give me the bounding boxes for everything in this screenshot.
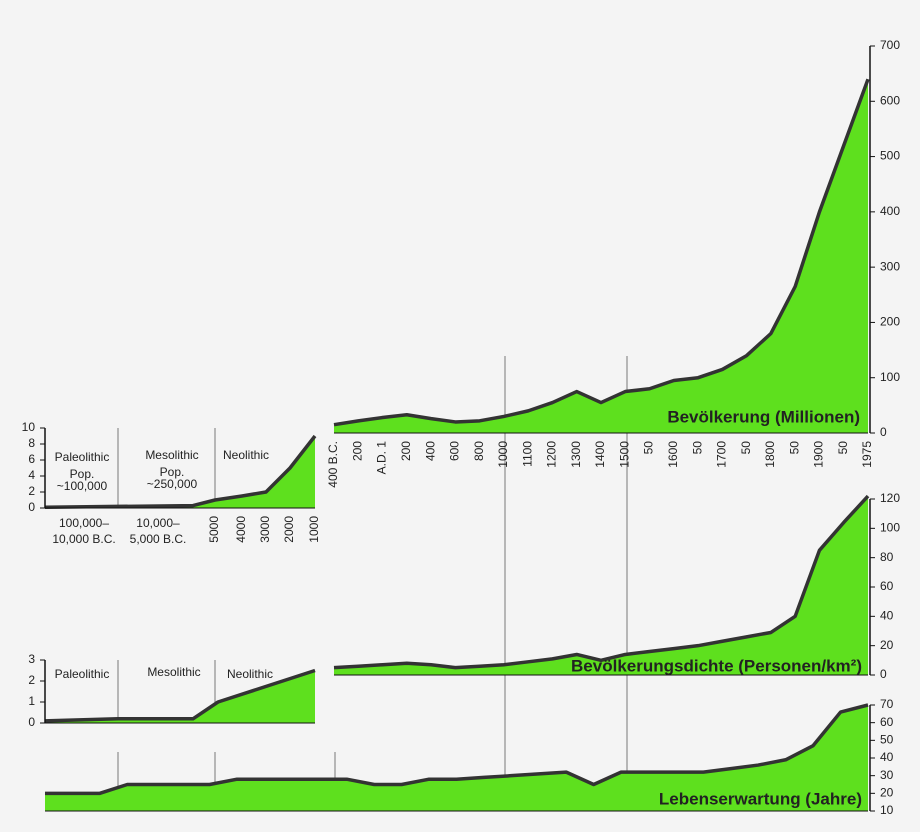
line — [44, 668, 316, 723]
x-tick-label: A.D. 1 — [375, 441, 389, 475]
y-tick-label: 20 — [880, 638, 894, 652]
x-tick-label: 50 — [836, 441, 850, 455]
period-note: Pop. — [160, 465, 185, 479]
x-tick-label: 50 — [690, 441, 704, 455]
x-tick-label: 5000 — [207, 516, 221, 543]
x-tick-label: 5,000 B.C. — [130, 532, 187, 546]
y-tick-label: 200 — [880, 315, 900, 329]
x-tick-label: 1700 — [715, 441, 729, 468]
x-tick-label: 4000 — [234, 516, 248, 543]
y-tick-label: 4 — [28, 468, 35, 482]
y-tick-label: 0 — [28, 500, 35, 514]
x-tick-label: 1900 — [812, 441, 826, 468]
period-label: Neolithic — [223, 448, 269, 462]
x-tick-label: 400 — [423, 441, 437, 461]
y-tick-label: 1 — [28, 694, 35, 708]
area — [45, 436, 315, 508]
period-label: Paleolithic — [55, 450, 110, 464]
x-tick-label: 1100 — [520, 441, 534, 467]
y-tick-label: 120 — [880, 491, 900, 505]
y-tick-label: 8 — [28, 436, 35, 450]
x-tick-label: 1400 — [593, 441, 607, 468]
x-tick-label: 10,000 B.C. — [52, 532, 115, 546]
x-tick-label: 1000 — [307, 516, 321, 543]
y-tick-label: 10 — [880, 803, 894, 817]
y-tick-label: 30 — [880, 768, 894, 782]
y-tick-label: 2 — [28, 673, 35, 687]
area — [334, 496, 868, 675]
area — [45, 705, 868, 811]
x-tick-label: 800 — [472, 441, 486, 461]
y-tick-label: 20 — [880, 786, 894, 800]
y-tick-label: 3 — [28, 652, 35, 666]
x-tick-label: 1200 — [545, 441, 559, 468]
y-tick-label: 0 — [28, 715, 35, 729]
y-tick-label: 100 — [880, 521, 900, 535]
x-tick-label: 1600 — [666, 441, 680, 468]
period-note: ~100,000 — [57, 479, 108, 493]
x-tick-label: 1800 — [763, 441, 777, 468]
y-tick-label: 600 — [880, 93, 900, 107]
x-tick-label: 400 B.C. — [326, 441, 340, 488]
y-tick-label: 500 — [880, 149, 900, 163]
x-tick-label: 2000 — [282, 516, 296, 543]
period-note: ~250,000 — [147, 477, 198, 491]
x-tick-label: 1300 — [569, 441, 583, 468]
area — [45, 670, 315, 723]
x-tick-label: 1000 — [496, 441, 510, 468]
y-tick-label: 60 — [880, 579, 894, 593]
period-label: Mesolithic — [147, 665, 200, 679]
line — [45, 703, 869, 796]
x-tick-label: 3000 — [258, 516, 272, 543]
x-tick-label: 1500 — [617, 441, 631, 468]
y-tick-label: 60 — [880, 715, 894, 729]
y-tick-label: 80 — [880, 550, 894, 564]
x-tick-label: 1975 — [860, 441, 874, 468]
y-tick-label: 70 — [880, 697, 894, 711]
x-tick-label: 50 — [787, 441, 801, 455]
period-label: Neolithic — [227, 667, 273, 681]
period-note: Pop. — [70, 467, 95, 481]
y-tick-label: 40 — [880, 750, 894, 764]
x-tick-label: 50 — [642, 441, 656, 455]
chart-title: Lebenserwartung (Jahre) — [659, 789, 862, 808]
y-tick-label: 50 — [880, 733, 894, 747]
y-tick-label: 400 — [880, 204, 900, 218]
y-tick-label: 0 — [880, 667, 887, 681]
x-tick-label: 100,000– — [59, 516, 109, 530]
period-label: Mesolithic — [145, 448, 198, 462]
y-tick-label: 10 — [22, 420, 36, 434]
x-tick-label: 200 — [399, 441, 413, 461]
line — [333, 78, 870, 427]
y-tick-label: 300 — [880, 259, 900, 273]
chart-title: Bevölkerung (Millionen) — [667, 407, 860, 426]
x-tick-label: 200 — [350, 441, 364, 461]
x-tick-label: 10,000– — [136, 516, 180, 530]
x-tick-label: 50 — [739, 441, 753, 455]
y-tick-label: 700 — [880, 38, 900, 52]
y-tick-label: 40 — [880, 609, 894, 623]
y-tick-label: 6 — [28, 452, 35, 466]
y-tick-label: 0 — [880, 425, 887, 439]
x-tick-label: 600 — [448, 441, 462, 461]
y-tick-label: 2 — [28, 484, 35, 498]
y-tick-label: 100 — [880, 370, 900, 384]
area — [334, 79, 868, 434]
chart-title: Bevölkerungsdichte (Personen/km²) — [571, 656, 862, 675]
line — [44, 434, 317, 509]
line — [333, 494, 870, 670]
period-label: Paleolithic — [55, 667, 110, 681]
